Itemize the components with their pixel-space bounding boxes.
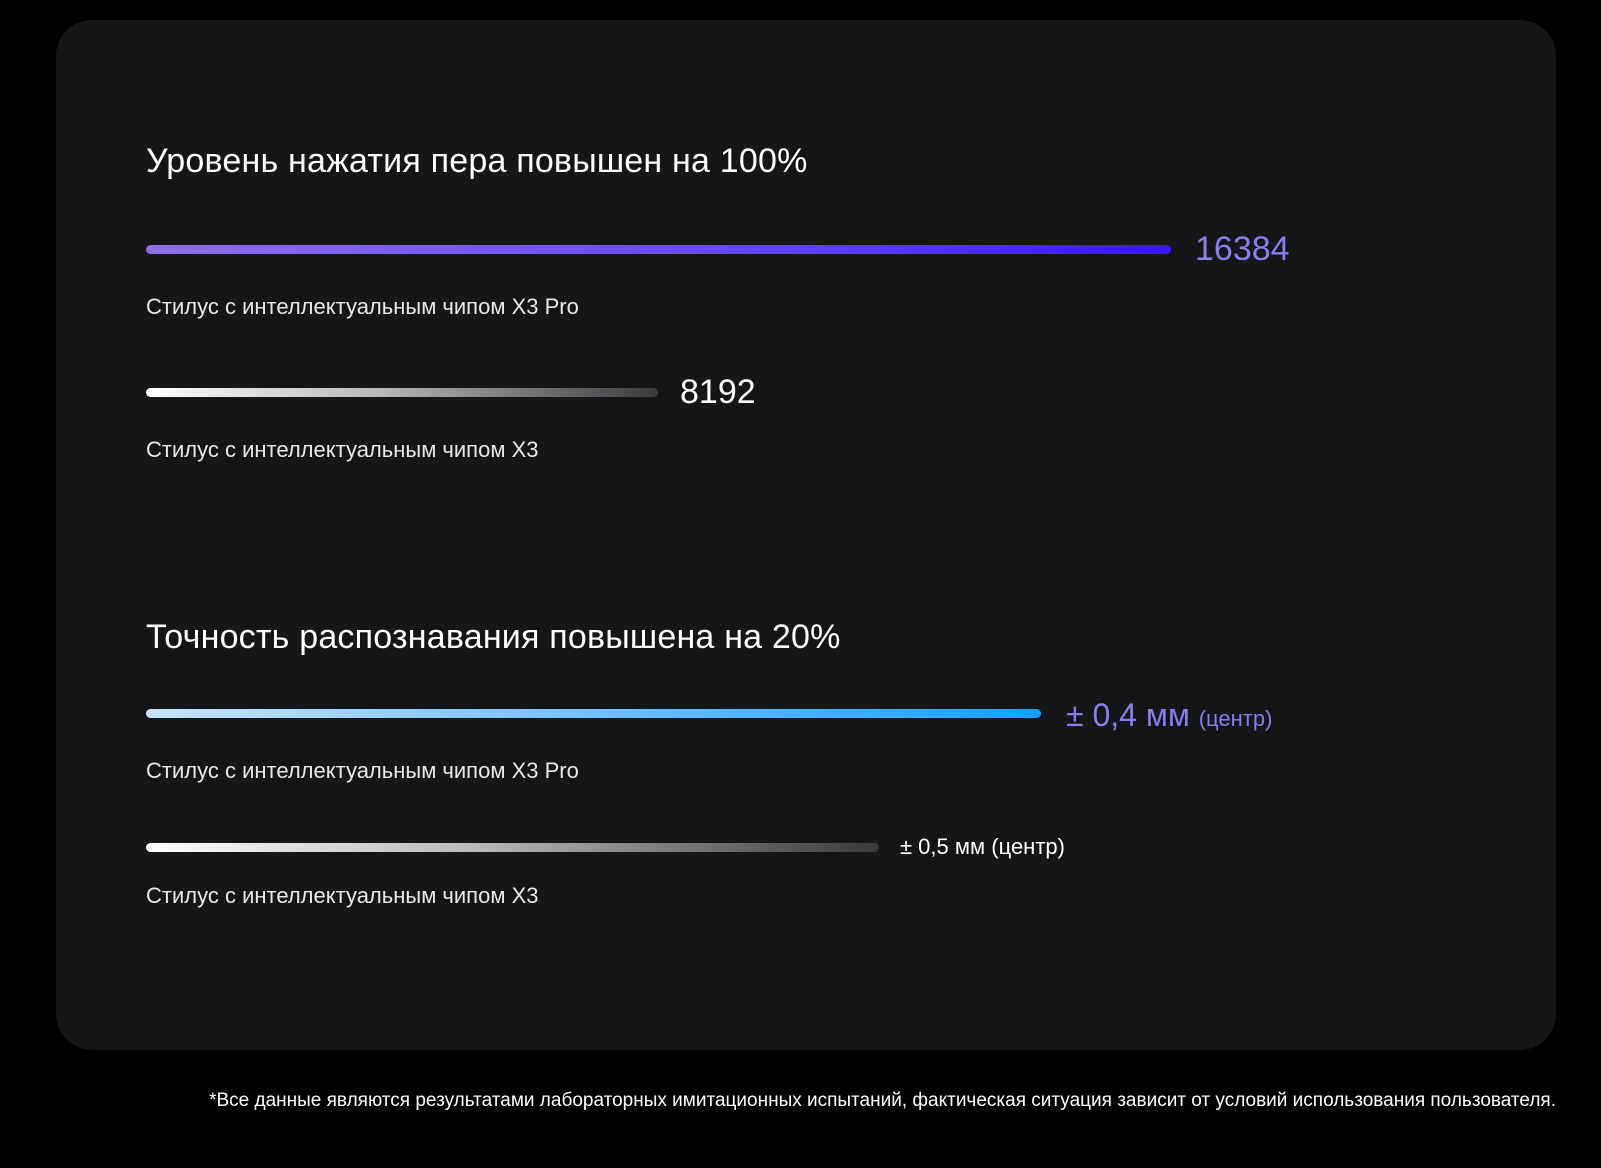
accuracy-value-x3-suffix: (центр) <box>991 834 1065 859</box>
accuracy-value-x3-pro: ± 0,4 мм (центр) <box>1066 699 1272 731</box>
pressure-label-x3-pro: Стилус с интеллектуальным чипом X3 Pro <box>146 294 579 319</box>
accuracy-bar-x3-pro <box>146 709 1041 718</box>
accuracy-value-x3-pro-main: ± 0,4 мм <box>1066 697 1190 733</box>
accuracy-value-x3-main: ± 0,5 мм <box>900 834 986 859</box>
accuracy-value-x3: ± 0,5 мм (центр) <box>900 836 1065 858</box>
pressure-section-title: Уровень нажатия пера повышен на 100% <box>146 142 808 180</box>
accuracy-value-x3-pro-suffix: (центр) <box>1198 706 1273 731</box>
accuracy-section-title: Точность распознавания повышена на 20% <box>146 618 841 656</box>
pressure-value-x3-pro: 16384 <box>1195 230 1290 268</box>
pressure-bar-x3 <box>146 388 658 397</box>
pressure-label-x3: Стилус с интеллектуальным чипом X3 <box>146 437 539 462</box>
accuracy-label-x3: Стилус с интеллектуальным чипом X3 <box>146 883 539 908</box>
comparison-card <box>56 20 1556 1050</box>
accuracy-bar-x3 <box>146 843 879 852</box>
pressure-bar-x3-pro <box>146 245 1171 254</box>
accuracy-label-x3-pro: Стилус с интеллектуальным чипом X3 Pro <box>146 758 579 783</box>
disclaimer-footnote: *Все данные являются результатами лабора… <box>209 1090 1556 1111</box>
pressure-value-x3: 8192 <box>680 373 756 411</box>
